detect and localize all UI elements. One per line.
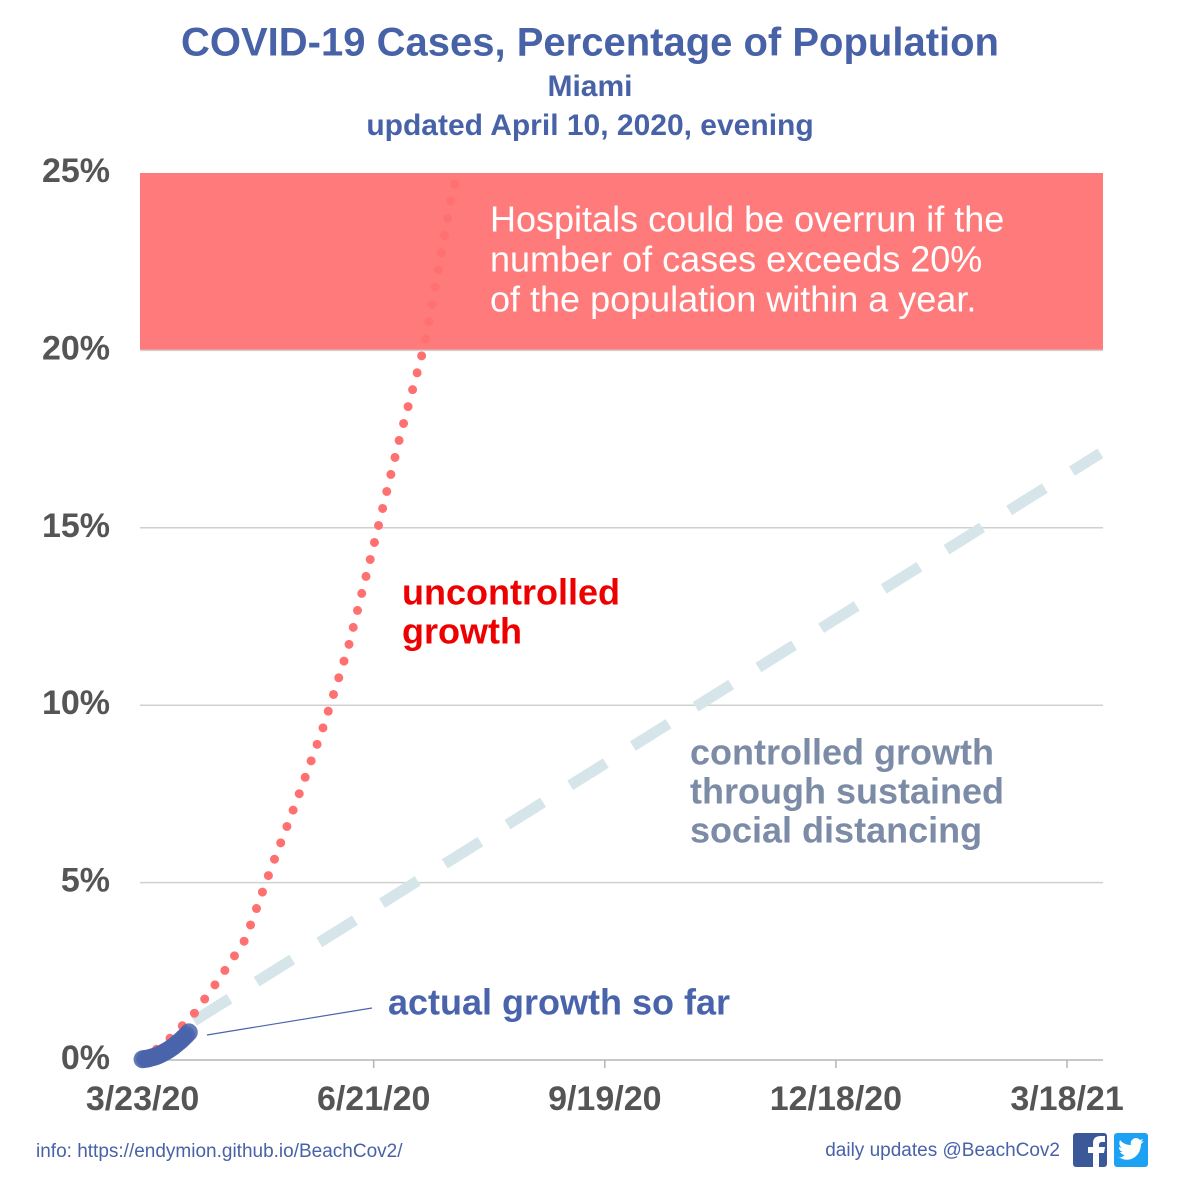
x-tick-label: 6/21/20 — [317, 1080, 430, 1118]
annotation: through sustained — [690, 771, 1004, 812]
dotted-line — [138, 175, 461, 1065]
annotation-connector — [206, 1007, 373, 1036]
annotation: number of cases exceeds 20% — [490, 239, 982, 280]
y-tick-label: 5% — [61, 862, 110, 900]
twitter-icon[interactable] — [1114, 1133, 1148, 1167]
footer-info: info: https://endymion.github.io/BeachCo… — [36, 1141, 403, 1162]
x-tick-label: 12/18/20 — [770, 1080, 902, 1118]
y-tick-label: 10% — [42, 684, 110, 722]
threshold-band — [140, 173, 1103, 351]
y-tick-label: 15% — [42, 507, 110, 545]
y-tick-label: 0% — [61, 1039, 110, 1077]
facebook-glyph — [1088, 1136, 1105, 1167]
facebook-icon[interactable] — [1073, 1133, 1107, 1167]
annotation: of the population within a year. — [490, 279, 976, 320]
dashed-line — [190, 448, 1104, 1026]
y-tick-label: 25% — [42, 152, 110, 190]
annotation: Hospitals could be overrun if the — [490, 199, 1004, 240]
actual-point — [179, 1023, 198, 1042]
annotation: actual growth so far — [388, 982, 730, 1023]
footer-updates: daily updates @BeachCov2 — [825, 1140, 1060, 1161]
twitter-glyph — [1117, 1138, 1144, 1160]
chart-subtitle: updated April 10, 2020, evening — [366, 109, 813, 142]
chart-title: COVID-19 Cases, Percentage of Population — [181, 21, 999, 65]
x-tick-label: 3/23/20 — [86, 1080, 199, 1118]
y-tick-label: 20% — [42, 329, 110, 367]
annotation: controlled growth — [690, 732, 994, 773]
x-tick-label: 3/18/21 — [1010, 1080, 1123, 1118]
annotation: social distancing — [690, 810, 982, 851]
annotation: uncontrolled — [402, 572, 620, 613]
x-tick-label: 9/19/20 — [548, 1080, 661, 1118]
chart-subtitle: Miami — [547, 70, 632, 103]
annotation: growth — [402, 611, 522, 652]
